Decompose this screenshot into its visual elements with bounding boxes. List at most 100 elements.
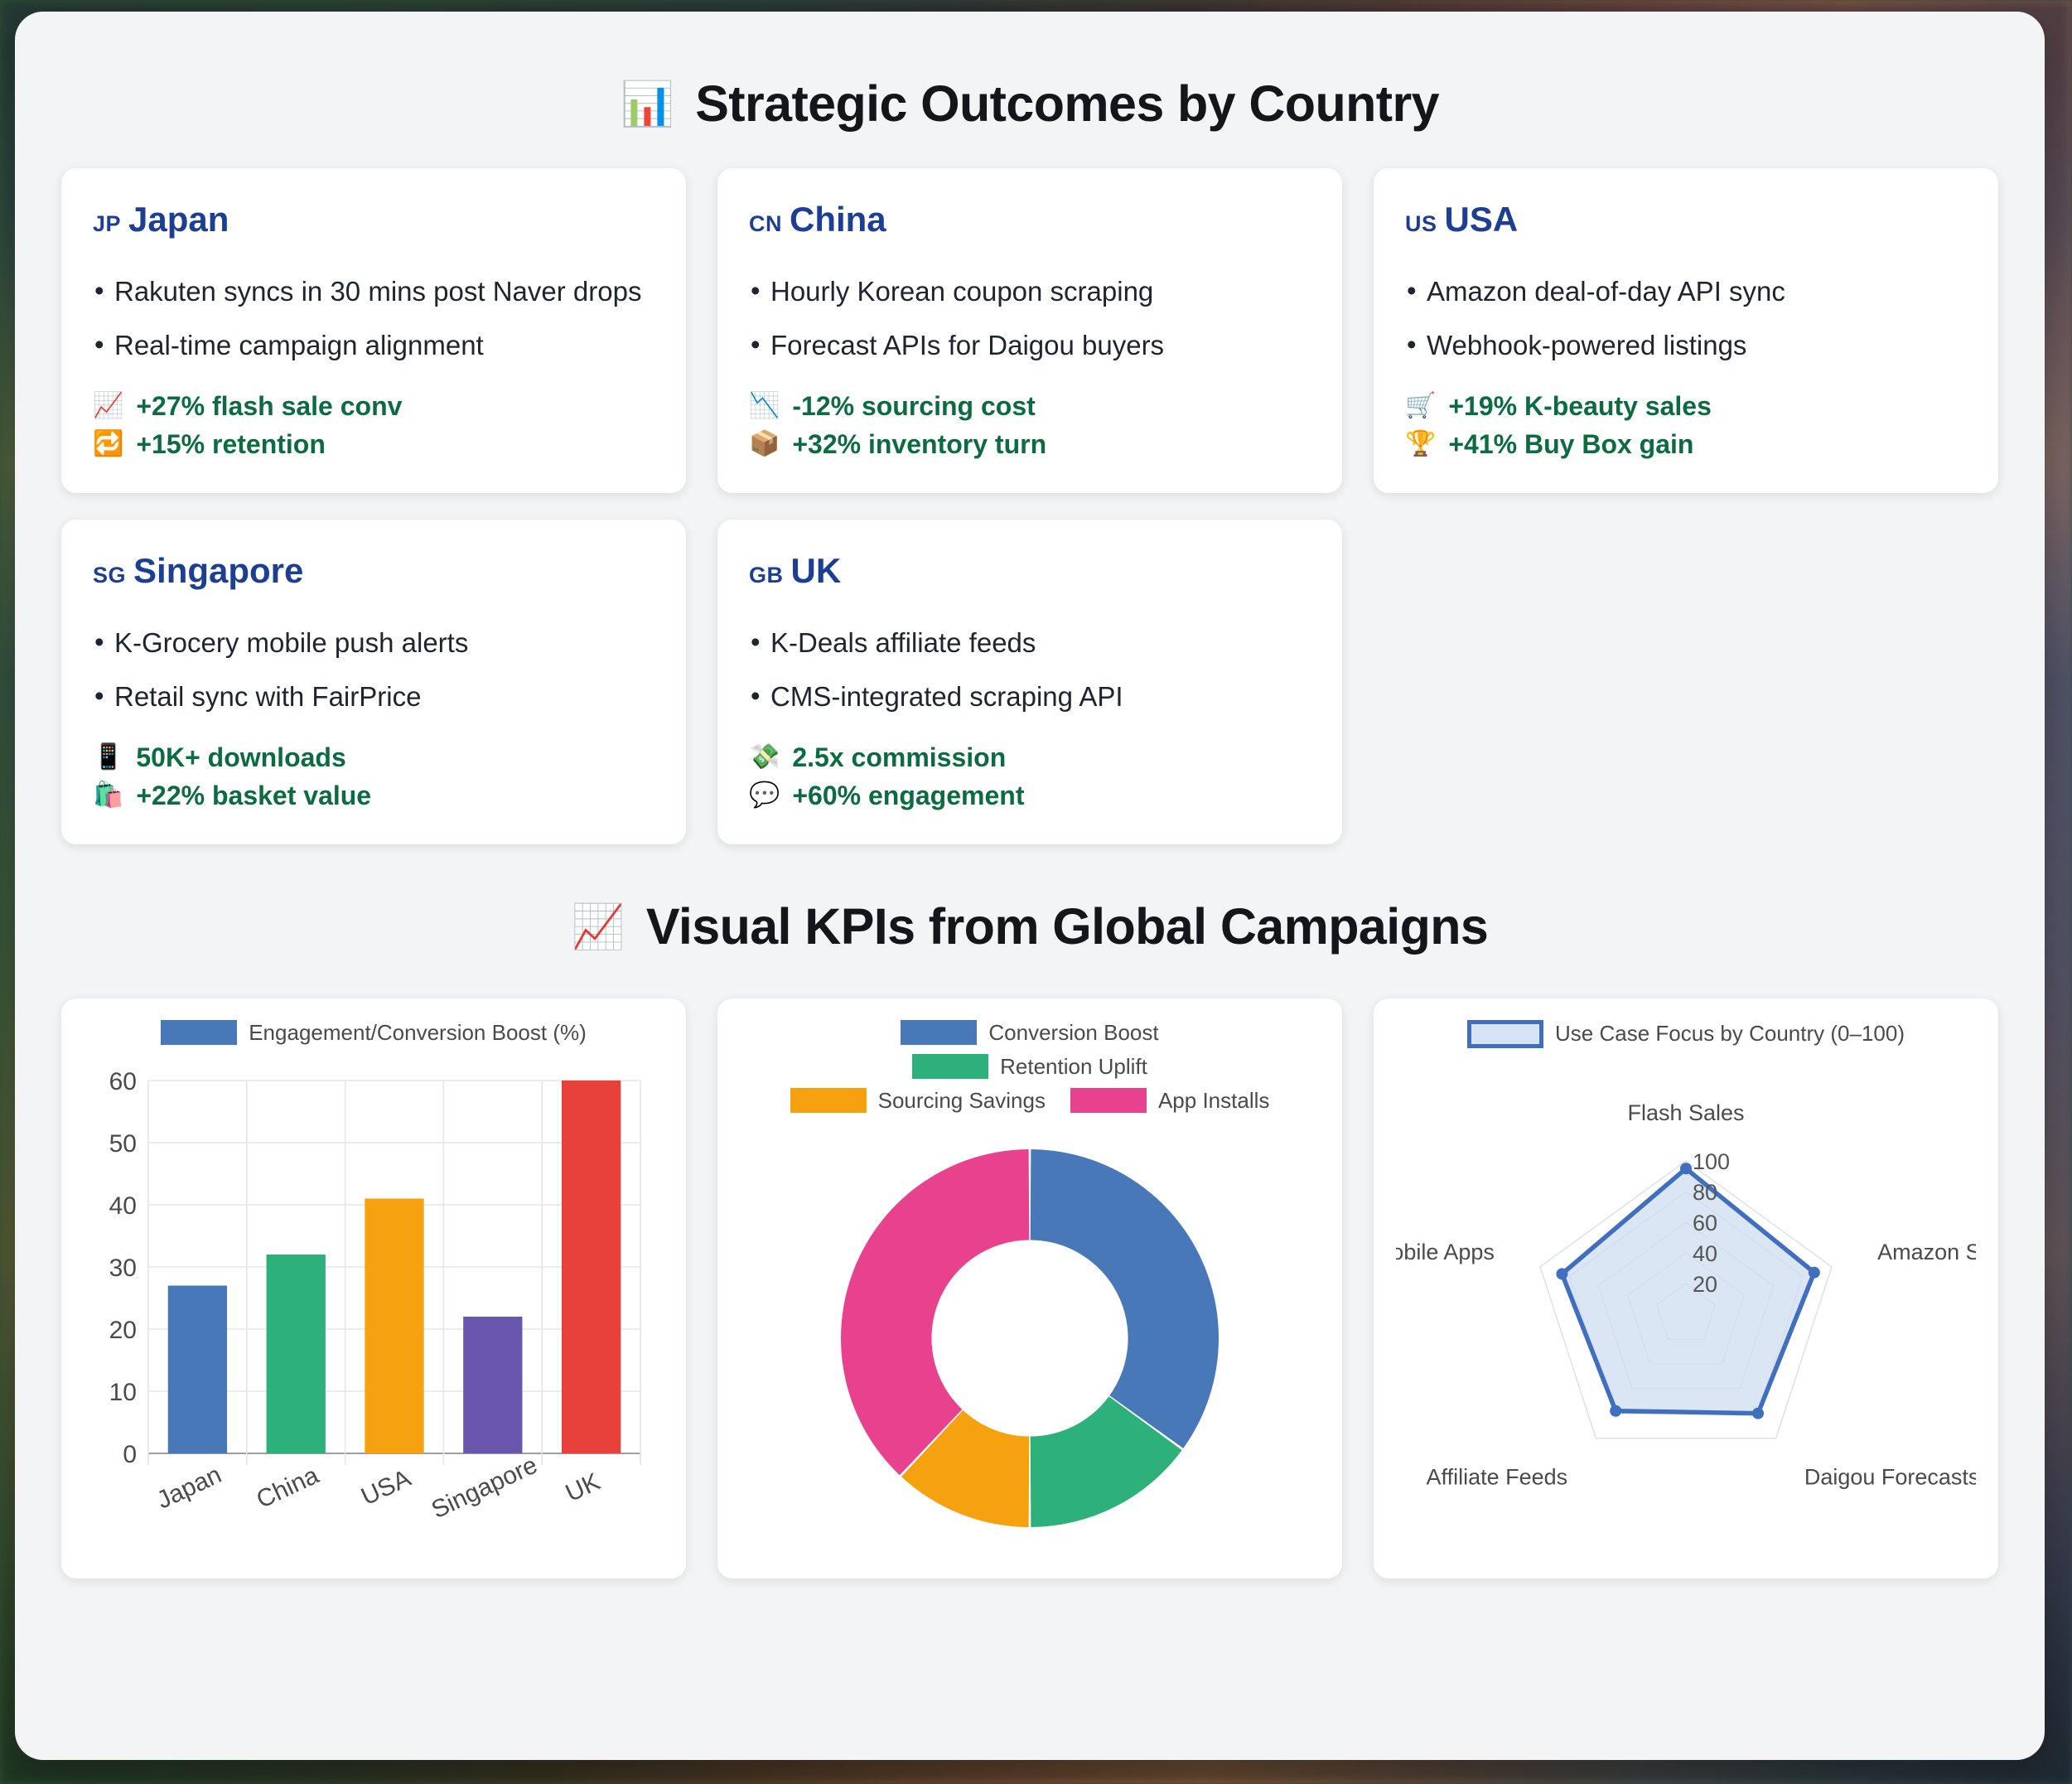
legend-swatch [1070,1088,1147,1114]
country-name: UK [790,551,842,591]
svg-text:20: 20 [109,1317,137,1344]
svg-text:Japan: Japan [152,1461,225,1514]
country-card-usa[interactable]: US USA Amazon deal-of-day API sync Webhoo… [1374,168,1998,494]
legend-bottom-row: Sourcing Savings App Installs [790,1088,1269,1114]
legend-swatch [912,1054,989,1080]
chart-decreasing-icon: 📉 [749,391,780,419]
country-name: Japan [128,200,229,239]
legend-item: Use Case Focus by Country (0–100) [1467,1019,1905,1048]
country-bullets: Amazon deal-of-day API sync Webhook-powe… [1405,272,1967,365]
legend-item: Conversion Boost [901,1019,1159,1046]
svg-text:Flash Sales: Flash Sales [1627,1100,1744,1125]
chart-card-grid: Engagement/Conversion Boost (%) 0 10 20 30 4… [61,998,1998,1579]
svg-text:60: 60 [109,1068,137,1095]
speech-balloon-icon: 💬 [749,781,780,810]
bullet-item: Webhook-powered listings [1405,326,1967,365]
metric-item: 📦 +32% inventory turn [749,427,1311,462]
legend-item: Sourcing Savings [790,1088,1046,1114]
svg-text:UK: UK [562,1468,605,1508]
svg-text:100: 100 [1693,1149,1730,1174]
country-name: Singapore [133,551,304,591]
legend-label: Sourcing Savings [877,1087,1046,1113]
svg-text:Amazon Sync: Amazon Sync [1877,1239,1976,1264]
svg-text:USA: USA [357,1464,415,1511]
metric-item: 🏆 +41% Buy Box gain [1405,427,1967,462]
metric-item: 📱 50K+ downloads [93,740,654,775]
country-grid-empty-cell [1374,520,1998,844]
bullet-item: K-Deals affiliate feeds [749,623,1311,663]
bullet-item: Retail sync with FairPrice [93,677,654,717]
country-heading: GB UK [749,551,1311,591]
legend-item: Retention Uplift [912,1054,1147,1080]
metric-label: 2.5x commission [792,742,1007,772]
svg-text:40: 40 [109,1192,137,1220]
country-name: USA [1444,200,1519,239]
legend-label: Conversion Boost [988,1019,1159,1045]
kpi-title-text: Visual KPIs from Global Campaigns [645,898,1489,955]
metric-item: 🛍️ +22% basket value [93,778,654,813]
legend-item: Engagement/Conversion Boost (%) [161,1020,587,1046]
chart-card-radar[interactable]: Use Case Focus by Country (0–100) 20 40 60… [1374,998,1998,1579]
country-metrics: 📱 50K+ downloads 🛍️ +22% basket value [93,740,654,813]
metric-label: +27% flash sale conv [136,390,403,421]
svg-text:80: 80 [1693,1180,1717,1205]
country-bullets: K-Grocery mobile push alerts Retail sync… [93,623,654,717]
svg-text:40: 40 [1693,1241,1717,1266]
metric-item: 💬 +60% engagement [749,778,1311,813]
mobile-phone-icon: 📱 [93,743,124,771]
country-metrics: 📈 +27% flash sale conv 🔁 +15% retention [93,389,654,462]
svg-text:China: China [253,1462,323,1514]
outcomes-title-text: Strategic Outcomes by Country [695,75,1439,132]
metric-label: 50K+ downloads [136,742,346,772]
bullet-item: Real-time campaign alignment [93,326,654,365]
country-heading: CN China [749,200,1311,239]
metric-item: 🔁 +15% retention [93,427,654,462]
legend-label: Engagement/Conversion Boost (%) [249,1019,587,1045]
country-card-china[interactable]: CN China Hourly Korean coupon scraping Fo… [717,168,1342,494]
svg-text:Affiliate Feeds: Affiliate Feeds [1427,1464,1568,1489]
country-metrics: 🛒 +19% K-beauty sales 🏆 +41% Buy Box gai… [1405,389,1967,462]
metric-label: -12% sourcing cost [792,390,1036,421]
svg-text:60: 60 [1693,1211,1717,1235]
country-code: SG [93,563,127,588]
radar-chart-legend: Use Case Focus by Country (0–100) [1467,1019,1905,1048]
metric-label: +19% K-beauty sales [1448,390,1712,421]
package-icon: 📦 [749,430,780,458]
shopping-bag-icon: 🛍️ [93,781,124,810]
chart-increasing-icon: 📈 [571,903,625,952]
legend-swatch [161,1020,238,1046]
svg-text:10: 10 [109,1379,137,1406]
metric-label: +60% engagement [792,781,1025,811]
legend-label: Use Case Focus by Country (0–100) [1555,1021,1905,1047]
svg-text:0: 0 [123,1441,137,1468]
bullet-item: Forecast APIs for Daigou buyers [749,326,1311,365]
dashboard-page: 📊 Strategic Outcomes by Country JP Japan … [15,12,2045,1760]
country-metrics: 📉 -12% sourcing cost 📦 +32% inventory tu… [749,389,1311,462]
legend-swatch [1467,1019,1544,1048]
bar-chart-svg: 0 10 20 30 40 50 60 Japan China USA Singapore UK [109,1068,641,1524]
shopping-cart-icon: 🛒 [1405,391,1437,419]
metric-item: 💸 2.5x commission [749,740,1311,775]
svg-text:Daigou Forecasts: Daigou Forecasts [1804,1464,1976,1489]
metric-label: +22% basket value [136,781,372,811]
outcomes-section-title: 📊 Strategic Outcomes by Country [61,75,1998,132]
chart-card-donut[interactable]: Conversion Boost Retention Uplift Sourci… [717,998,1342,1579]
bullet-item: Rakuten syncs in 30 mins post Naver drop… [93,272,654,312]
legend-item: App Installs [1070,1088,1269,1114]
svg-text:Mobile Apps: Mobile Apps [1396,1239,1495,1264]
bullet-item: Amazon deal-of-day API sync [1405,272,1967,312]
kpi-section-title: 📈 Visual KPIs from Global Campaigns [61,899,1998,955]
metric-label: +32% inventory turn [792,429,1047,460]
bar-chart-legend: Engagement/Conversion Boost (%) [161,1020,587,1046]
country-heading: SG Singapore [93,551,654,591]
svg-text:50: 50 [109,1130,137,1158]
chart-card-bar[interactable]: Engagement/Conversion Boost (%) 0 10 20 30 4… [61,998,686,1579]
metric-item: 🛒 +19% K-beauty sales [1405,389,1967,423]
country-code: US [1405,211,1437,237]
country-bullets: Rakuten syncs in 30 mins post Naver drop… [93,272,654,365]
donut-chart-svg [841,1149,1219,1528]
country-bullets: K-Deals affiliate feeds CMS-integrated s… [749,623,1311,717]
